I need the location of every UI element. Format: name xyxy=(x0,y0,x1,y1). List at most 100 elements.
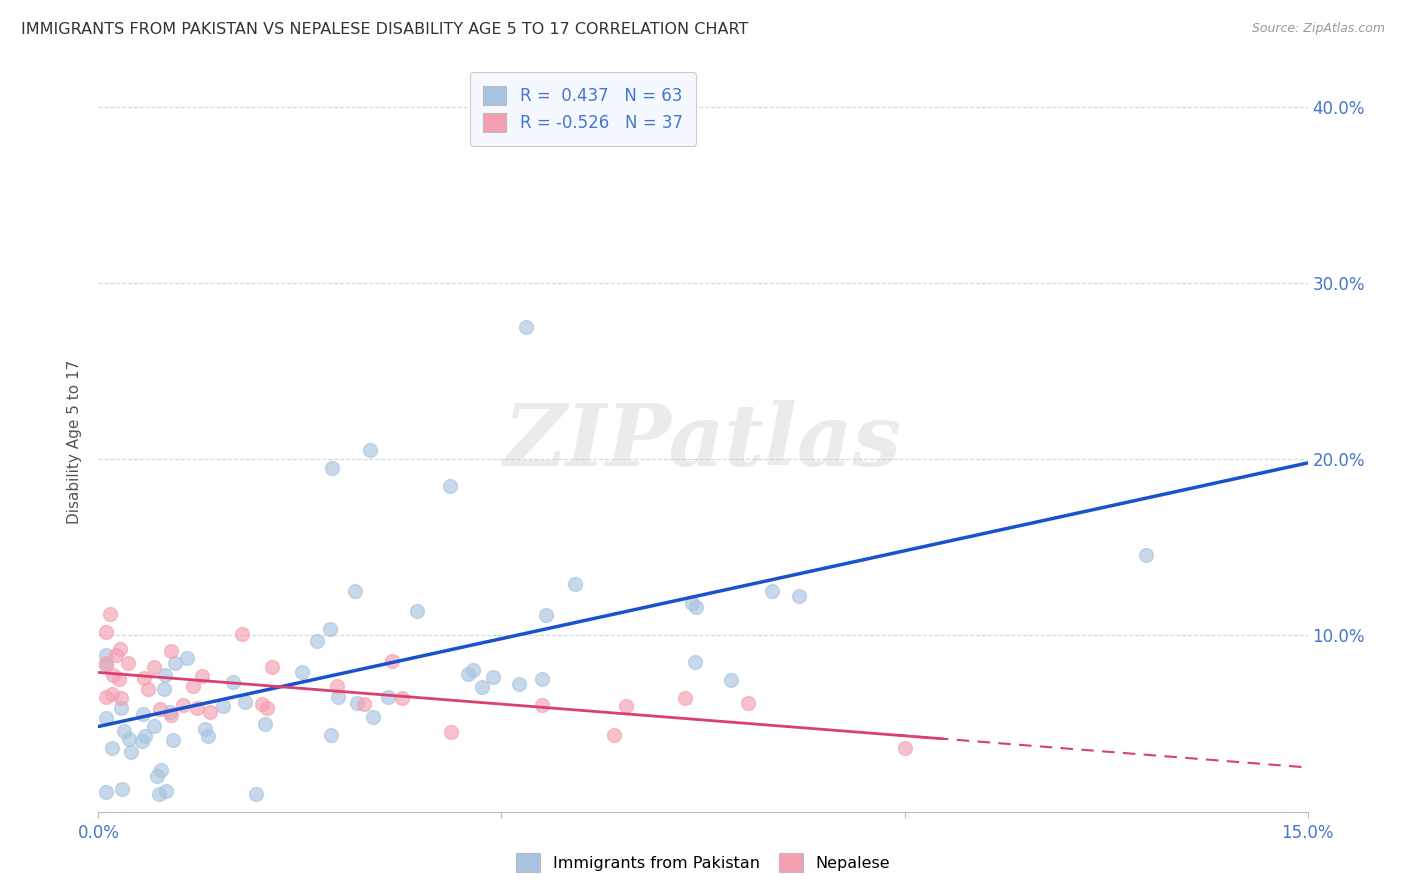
Point xyxy=(181,679,204,693)
Point xyxy=(108,672,131,686)
Legend: R =  0.437   N = 63, R = -0.526   N = 37: R = 0.437 N = 63, R = -0.526 N = 37 xyxy=(470,72,696,145)
Point xyxy=(681,596,703,610)
Point xyxy=(508,677,530,691)
Legend: Immigrants from Pakistan, Nepalese: Immigrants from Pakistan, Nepalese xyxy=(508,845,898,880)
Point xyxy=(131,734,153,748)
Point xyxy=(143,719,166,733)
Point xyxy=(471,680,494,694)
Point xyxy=(359,443,381,458)
Point xyxy=(463,663,485,677)
Point xyxy=(96,710,118,724)
Point xyxy=(111,782,134,797)
Point xyxy=(221,675,243,690)
Point xyxy=(675,690,697,705)
Point xyxy=(253,716,276,731)
Point xyxy=(603,728,626,742)
Point xyxy=(194,722,217,736)
Point xyxy=(439,478,461,492)
Point xyxy=(98,607,121,622)
Point xyxy=(440,725,463,739)
Point xyxy=(564,577,586,591)
Point xyxy=(291,665,314,679)
Point xyxy=(101,740,124,755)
Point xyxy=(737,696,759,710)
Point xyxy=(326,679,349,693)
Point xyxy=(250,698,273,712)
Point xyxy=(134,730,156,744)
Point xyxy=(155,668,177,682)
Point xyxy=(231,627,253,641)
Point xyxy=(96,624,118,639)
Point xyxy=(149,701,172,715)
Point xyxy=(197,729,219,743)
Point xyxy=(391,690,413,705)
Text: IMMIGRANTS FROM PAKISTAN VS NEPALESE DISABILITY AGE 5 TO 17 CORRELATION CHART: IMMIGRANTS FROM PAKISTAN VS NEPALESE DIS… xyxy=(21,22,748,37)
Point xyxy=(112,724,135,739)
Point xyxy=(132,706,155,721)
Point xyxy=(262,660,284,674)
Point xyxy=(162,733,184,747)
Point xyxy=(787,590,810,604)
Point xyxy=(343,584,366,599)
Point xyxy=(534,607,557,622)
Point xyxy=(96,656,118,670)
Point xyxy=(614,698,637,713)
Point xyxy=(720,673,742,688)
Point xyxy=(176,650,198,665)
Point xyxy=(353,697,375,711)
Point xyxy=(893,741,915,756)
Text: Source: ZipAtlas.com: Source: ZipAtlas.com xyxy=(1251,22,1385,36)
Point xyxy=(198,706,221,720)
Point xyxy=(96,648,118,663)
Point xyxy=(319,728,342,742)
Point xyxy=(191,669,214,683)
Text: ZIPatlas: ZIPatlas xyxy=(503,400,903,483)
Point xyxy=(685,600,707,615)
Point xyxy=(457,667,479,681)
Point xyxy=(245,787,267,801)
Point xyxy=(319,622,342,636)
Point xyxy=(761,584,783,599)
Point xyxy=(104,648,127,662)
Point xyxy=(159,706,181,720)
Point xyxy=(155,784,177,798)
Point xyxy=(110,701,132,715)
Point xyxy=(321,461,343,475)
Point xyxy=(233,695,256,709)
Point xyxy=(136,681,159,696)
Point xyxy=(186,701,208,715)
Point xyxy=(683,655,706,669)
Point xyxy=(405,604,427,618)
Point xyxy=(159,708,181,723)
Point xyxy=(328,690,350,705)
Point xyxy=(120,745,142,759)
Point xyxy=(118,732,141,747)
Point xyxy=(172,698,194,712)
Point xyxy=(145,769,167,783)
Point xyxy=(481,670,503,684)
Point xyxy=(142,660,165,674)
Point xyxy=(377,690,399,704)
Point xyxy=(515,320,537,334)
Point xyxy=(165,656,187,670)
Point xyxy=(346,697,368,711)
Point xyxy=(101,667,124,681)
Point xyxy=(108,641,131,656)
Point xyxy=(152,681,174,696)
Point xyxy=(211,698,233,713)
Y-axis label: Disability Age 5 to 17: Disability Age 5 to 17 xyxy=(67,359,83,524)
Point xyxy=(1135,548,1157,562)
Point xyxy=(381,654,404,668)
Point xyxy=(96,690,118,704)
Point xyxy=(256,701,278,715)
Point xyxy=(361,710,384,724)
Point xyxy=(96,784,118,798)
Point xyxy=(96,657,118,672)
Point xyxy=(117,656,139,670)
Point xyxy=(530,698,553,712)
Point xyxy=(160,644,183,658)
Point xyxy=(531,672,554,686)
Point xyxy=(148,787,170,801)
Point xyxy=(150,763,173,777)
Point xyxy=(100,687,122,701)
